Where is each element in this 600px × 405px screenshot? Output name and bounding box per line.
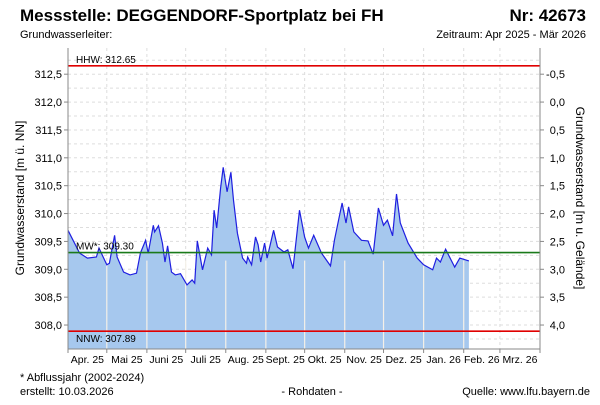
y-tick-label-left: 312,5 bbox=[34, 69, 62, 81]
x-tick-label: Mai 25 bbox=[111, 354, 143, 366]
y-tick-label-left: 310,5 bbox=[34, 181, 62, 193]
station-number: Nr: 42673 bbox=[509, 6, 586, 25]
y-tick-label-right: 2,5 bbox=[550, 236, 565, 248]
y-tick-label-right: 0,0 bbox=[550, 97, 565, 109]
y-tick-label-left: 308,0 bbox=[34, 320, 62, 332]
y-tick-label-left: 311,0 bbox=[35, 153, 62, 165]
footnote: * Abflussjahr (2002-2024) bbox=[20, 372, 144, 384]
y-tick-label-left: 309,0 bbox=[34, 264, 62, 276]
reference-label-hhw: HHW: 312.65 bbox=[76, 55, 136, 66]
x-tick-label: Apr. 25 bbox=[71, 354, 104, 366]
y-tick-label-left: 310,0 bbox=[34, 209, 62, 221]
x-tick-label: Nov. 25 bbox=[346, 354, 382, 366]
x-tick-label: Okt. 25 bbox=[308, 354, 342, 366]
y-tick-label-left: 308,5 bbox=[34, 292, 62, 304]
water-level-line bbox=[67, 167, 470, 286]
y-tick-label-left: 312,0 bbox=[34, 97, 62, 109]
y-axis-label-left: Grundwasserstand [m ü. NN] bbox=[13, 121, 27, 276]
created-date: erstellt: 10.03.2026 bbox=[20, 386, 114, 398]
y-tick-label-right: 3,5 bbox=[550, 292, 565, 304]
y-tick-label-right: 4,0 bbox=[550, 320, 565, 332]
y-tick-label-right: 1,5 bbox=[550, 181, 565, 193]
y-tick-label-right: 1,0 bbox=[550, 153, 565, 165]
y-tick-label-right: -0,5 bbox=[546, 69, 565, 81]
month-fill-lines bbox=[106, 260, 465, 349]
x-tick-label: Mrz. 26 bbox=[502, 354, 537, 366]
y-axis-label-right: Grundwasserstand [m u. Gelände] bbox=[573, 107, 587, 290]
x-tick-label: Feb. 26 bbox=[464, 354, 500, 366]
raw-data-label: - Rohdaten - bbox=[281, 386, 342, 398]
period-label: Zeitraum: Apr 2025 - Mär 2026 bbox=[436, 29, 586, 41]
x-tick-label: Dez. 25 bbox=[385, 354, 421, 366]
y-tick-label-left: 311,5 bbox=[35, 125, 62, 137]
reference-label-mw: MW*: 309.30 bbox=[76, 242, 134, 253]
x-tick-label: Aug. 25 bbox=[228, 354, 264, 366]
x-tick-label: Sept. 25 bbox=[266, 354, 305, 366]
x-tick-label: Jan. 26 bbox=[426, 354, 461, 366]
reference-label-nnw: NNW: 307.89 bbox=[76, 334, 136, 345]
station-title: Messstelle: DEGGENDORF-Sportplatz bei FH bbox=[20, 6, 384, 25]
y-tick-label-right: 3,0 bbox=[550, 264, 565, 276]
y-tick-label-right: 0,5 bbox=[550, 125, 565, 137]
source-link[interactable]: Quelle: www.lfu.bayern.de bbox=[462, 386, 590, 398]
y-tick-label-left: 309,5 bbox=[34, 236, 62, 248]
reference-lines: HHW: 312.65 MW*: 309.30 NNW: 307.89 bbox=[68, 55, 540, 345]
axes: 308,0 4,0 308,5 3,5 309,0 3,0 309,5 2,5 310,0 2,0… bbox=[34, 48, 565, 366]
water-level-area bbox=[68, 167, 469, 349]
y-tick-label-right: 2,0 bbox=[550, 209, 565, 221]
x-tick-label: Juni 25 bbox=[149, 354, 183, 366]
x-tick-label: Juli 25 bbox=[191, 354, 222, 366]
aquifer-label: Grundwasserleiter: bbox=[20, 29, 112, 41]
